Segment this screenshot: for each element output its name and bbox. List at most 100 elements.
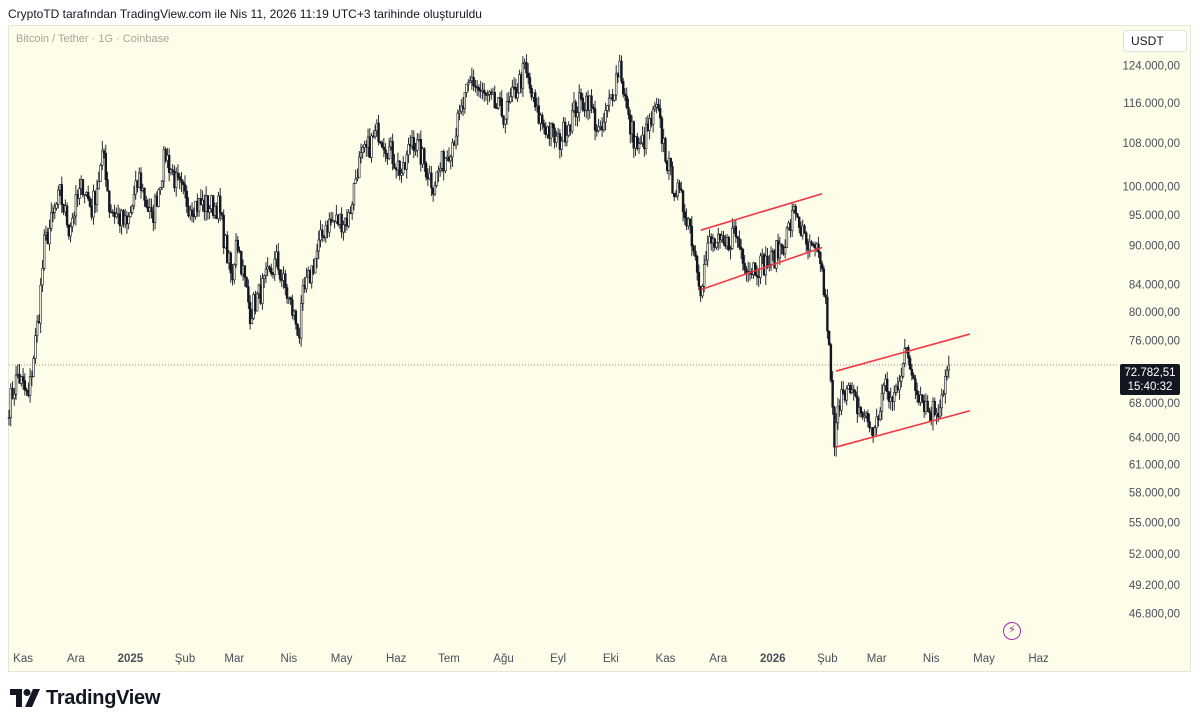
- candle-body: [72, 215, 76, 219]
- candle-body: [824, 294, 827, 298]
- trend-channel-line[interactable]: [700, 246, 823, 291]
- candle-body: [34, 335, 37, 359]
- candle-body: [240, 250, 243, 275]
- candle-body: [291, 299, 294, 316]
- candle-body: [115, 213, 118, 218]
- x-tick-label: Kas: [656, 653, 676, 665]
- candle-body: [314, 257, 317, 274]
- candle-body: [438, 168, 442, 171]
- candle-body: [310, 265, 313, 284]
- candle-body: [226, 234, 229, 264]
- candle-body: [463, 92, 467, 109]
- candle-body: [778, 243, 782, 259]
- candle-body: [444, 158, 447, 172]
- candle-body: [467, 82, 470, 85]
- candle-body: [933, 400, 936, 416]
- trend-channel-line[interactable]: [835, 333, 971, 372]
- currency-button[interactable]: USDT: [1123, 30, 1187, 52]
- candle-body: [317, 239, 320, 252]
- candle-body: [504, 118, 507, 125]
- candle-body: [849, 385, 852, 394]
- candle-body: [887, 391, 891, 402]
- x-tick-label: 2026: [760, 653, 786, 665]
- y-tick-label: 64.000,00: [1129, 432, 1180, 444]
- candle-body: [171, 169, 174, 172]
- chart-caption: CryptoTD tarafından TradingView.com ile …: [8, 7, 482, 21]
- candle-body: [236, 239, 239, 251]
- candle-body: [796, 213, 799, 218]
- candle-body: [669, 157, 672, 167]
- candle-body: [430, 172, 433, 189]
- x-tick-label: May: [331, 653, 353, 665]
- candle-body: [808, 241, 811, 251]
- candle-body: [35, 321, 39, 336]
- candle-body: [660, 117, 664, 144]
- candle-body: [416, 139, 419, 151]
- candle-body: [555, 135, 558, 143]
- candle-body: [143, 187, 146, 201]
- candle-body: [358, 156, 361, 179]
- candle-body: [493, 92, 496, 109]
- candle-body: [39, 284, 42, 324]
- candle-body: [377, 122, 380, 143]
- candle-body: [692, 245, 695, 252]
- candle-body: [50, 212, 53, 229]
- candle-body: [218, 195, 222, 213]
- y-tick-label: 90.000,00: [1129, 241, 1180, 253]
- candle-body: [898, 380, 901, 391]
- x-tick-label: Kas: [13, 653, 33, 665]
- candle-body: [352, 183, 356, 205]
- candle-body: [108, 190, 111, 213]
- candle-body: [468, 80, 472, 84]
- candle-body: [238, 250, 241, 252]
- candle-body: [514, 87, 518, 99]
- candle-body: [451, 142, 454, 158]
- candle-body: [754, 262, 757, 276]
- candle-body: [99, 165, 102, 182]
- y-tick-label: 55.000,00: [1129, 518, 1180, 530]
- candle-body: [405, 154, 408, 170]
- candle-body: [264, 268, 268, 277]
- candle-body: [270, 267, 273, 274]
- lightning-icon[interactable]: ⚡: [1003, 622, 1021, 640]
- candle-body: [690, 225, 694, 247]
- candle-body: [9, 387, 12, 418]
- candle-body: [678, 182, 681, 190]
- chart-pane[interactable]: [8, 25, 1191, 672]
- tradingview-logo[interactable]: TradingView: [10, 686, 160, 710]
- trend-channel-line[interactable]: [700, 192, 823, 231]
- candle-body: [347, 212, 350, 227]
- candle-body: [127, 216, 130, 225]
- candle-body: [826, 296, 829, 332]
- candle-body: [157, 189, 160, 207]
- candle-body: [794, 206, 797, 215]
- y-tick-label: 49.200,00: [1129, 580, 1180, 592]
- candle-body: [947, 364, 951, 371]
- symbol-label[interactable]: Bitcoin / Tether · 1G · Coinbase: [16, 33, 170, 45]
- y-tick-label: 52.000,00: [1129, 549, 1180, 561]
- x-tick-label: Ağu: [493, 653, 513, 665]
- candle-body: [868, 421, 871, 429]
- candle-body: [637, 143, 641, 149]
- x-tick-label: Şub: [175, 653, 195, 665]
- candle-body: [739, 246, 743, 250]
- brand-name: TradingView: [46, 686, 161, 709]
- candle-body: [525, 62, 528, 74]
- candle-body: [912, 374, 915, 380]
- candle-body: [945, 369, 949, 377]
- candle-body: [486, 94, 489, 96]
- candle-body: [28, 376, 32, 396]
- y-tick-label: 84.000,00: [1129, 279, 1180, 291]
- candle-body: [551, 123, 555, 129]
- candle-body: [565, 134, 569, 143]
- trend-channel-line[interactable]: [835, 409, 971, 448]
- candle-body: [674, 195, 678, 198]
- candle-body: [553, 127, 556, 143]
- candle-body: [55, 203, 58, 209]
- candle-body: [910, 369, 914, 376]
- candle-body: [581, 97, 584, 111]
- candle-body: [190, 209, 194, 215]
- candle-body: [505, 101, 509, 120]
- candle-body: [11, 387, 14, 399]
